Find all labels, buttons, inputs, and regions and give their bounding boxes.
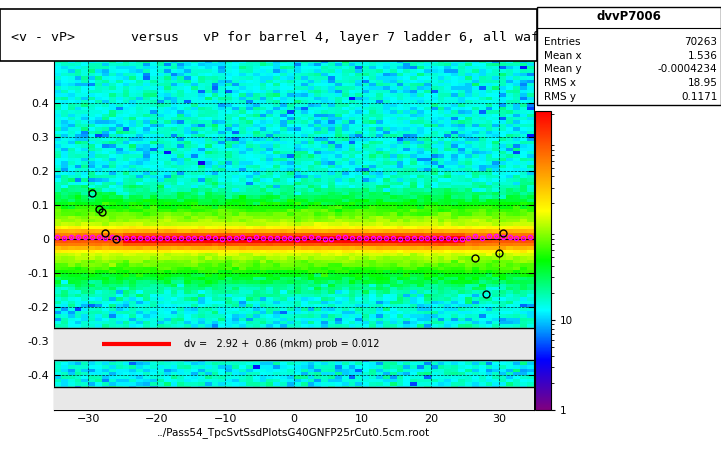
X-axis label: ../Pass54_TpcSvtSsdPlotsG40GNFP25rCut0.5cm.root: ../Pass54_TpcSvtSsdPlotsG40GNFP25rCut0.5…: [157, 427, 430, 438]
Bar: [54, 328, 534, 360]
Text: RMS y: RMS y: [544, 92, 577, 102]
Text: 0.1171: 0.1171: [681, 92, 717, 102]
Text: Entries: Entries: [544, 37, 581, 47]
Text: dv =   2.92 +  0.86 (mkm) prob = 0.012: dv = 2.92 + 0.86 (mkm) prob = 0.012: [185, 339, 380, 349]
Text: Mean x: Mean x: [544, 51, 582, 61]
Text: RMS x: RMS x: [544, 78, 577, 88]
Text: 70263: 70263: [684, 37, 717, 47]
Text: 1.536: 1.536: [687, 51, 717, 61]
Text: <v - vP>       versus   vP for barrel 4, layer 7 ladder 6, all wafers: <v - vP> versus vP for barrel 4, layer 7…: [11, 31, 563, 45]
Bar: [54, 387, 534, 410]
Text: 18.95: 18.95: [687, 78, 717, 88]
Text: dvvP7006: dvvP7006: [597, 10, 661, 23]
Text: Mean y: Mean y: [544, 65, 582, 75]
Text: -0.0004234: -0.0004234: [658, 65, 717, 75]
